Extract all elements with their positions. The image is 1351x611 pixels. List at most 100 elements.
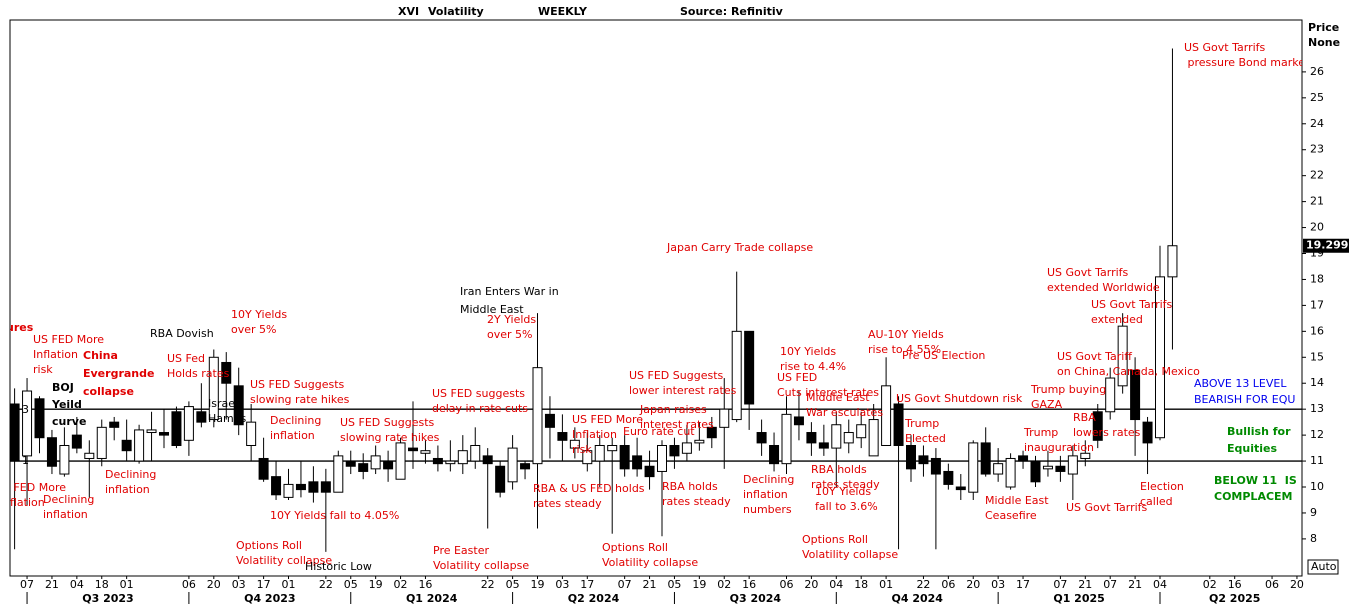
candle-body: [1105, 377, 1116, 413]
annotation: 3: [22, 403, 29, 416]
annotation: rise to 4.4%: [780, 360, 846, 373]
scale-button[interactable]: [1307, 559, 1339, 575]
annotation: inflation: [105, 483, 150, 496]
candle-body: [968, 442, 979, 493]
candle-body: [569, 439, 580, 449]
annotation: extended Worldwide: [1047, 281, 1160, 294]
candle-body: [918, 455, 929, 465]
candle-body: [233, 385, 244, 426]
annotation: over 5%: [487, 328, 532, 341]
annotation: rates steady: [533, 497, 602, 510]
candle-body: [1067, 455, 1078, 475]
annotation: Volatility collapse: [802, 548, 898, 561]
x-tick-label: 07: [618, 578, 632, 591]
candle-body: [408, 447, 418, 452]
annotation: Israel: [208, 397, 238, 410]
annotation: Hamas: [208, 412, 246, 425]
annotation: Election: [1140, 480, 1184, 493]
annotation: War esculates: [806, 406, 883, 419]
annotation: Ceasefire: [985, 509, 1037, 522]
candle-body: [183, 406, 194, 441]
candle-body: [607, 444, 618, 452]
candle-body: [495, 465, 506, 493]
annotation: COMPLACEM: [1214, 490, 1293, 503]
candle-body: [1030, 460, 1041, 483]
y-tick-label: 14: [1310, 376, 1324, 389]
candle-body: [22, 390, 33, 457]
annotation: RBA Dovish: [150, 327, 214, 340]
x-tick-label: 04: [1153, 578, 1167, 591]
annotation: lowers rates: [1073, 426, 1141, 439]
candle-body: [445, 460, 456, 465]
annotation: risk: [33, 363, 53, 376]
candle-body: [1080, 452, 1091, 459]
annotation: BOJ: [52, 381, 74, 394]
y-tick-label: 16: [1310, 324, 1324, 337]
annotation: rates steady: [662, 495, 731, 508]
annotation: US Govt Tariff: [1057, 350, 1132, 363]
x-tick-label: 03: [991, 578, 1005, 591]
candle-body: [731, 330, 742, 421]
candle-body: [694, 439, 705, 444]
candle-body: [594, 444, 605, 462]
candle-body: [457, 450, 468, 465]
annotation: inflation: [743, 488, 788, 501]
x-tick-label: 02: [1203, 578, 1217, 591]
candle-body: [59, 444, 70, 475]
x-tick-label: 16: [1228, 578, 1242, 591]
annotation: RBA holds: [662, 480, 718, 493]
scale-mode[interactable]: Auto: [1311, 560, 1337, 573]
x-tick-label: 21: [45, 578, 59, 591]
annotation: ABOVE 13 LEVEL: [1194, 377, 1287, 390]
x-tick-label: 05: [506, 578, 520, 591]
candle-body: [370, 455, 381, 470]
annotation: US Govt Tarrifs: [1047, 266, 1129, 279]
annotation: Euro rate cut: [623, 425, 695, 438]
candle-body: [96, 426, 107, 459]
candle-body: [121, 439, 132, 452]
candle-body: [930, 457, 941, 475]
candle-body: [333, 455, 344, 493]
annotation: delay in rate cuts: [432, 402, 528, 415]
annotation: US Govt Tarrifs: [1184, 41, 1266, 54]
candle-body: [619, 444, 630, 470]
annotation: Volatility collapse: [433, 559, 529, 572]
candle-body: [532, 367, 543, 465]
annotation: Iran Enters War in: [460, 285, 559, 298]
x-tick-label: 18: [95, 578, 109, 591]
annotation: Japan raises: [639, 403, 707, 416]
annotation: US Govt Tarrifs: [1066, 501, 1148, 514]
y-tick-label: 24: [1310, 117, 1324, 130]
x-tick-label: 21: [643, 578, 657, 591]
y-tick-label: 10: [1310, 480, 1324, 493]
y-tick-label: 18: [1310, 272, 1324, 285]
annotation: US FED More: [572, 413, 643, 426]
annotation: US Govt Tarrifs: [1091, 298, 1173, 311]
candle-body: [1130, 369, 1141, 421]
annotation: on China, Canada, Mexico: [1057, 365, 1200, 378]
annotation: fall to 3.6%: [815, 500, 878, 513]
annotation: interest rates: [640, 418, 714, 431]
annotation: Historic Low: [305, 560, 372, 573]
annotation: US FED Suggests: [340, 416, 435, 429]
annotation: China: [83, 349, 118, 362]
x-tick-label: 20: [207, 578, 221, 591]
annotation: rise to 4.55%: [868, 343, 941, 356]
x-tick-label: 07: [20, 578, 34, 591]
annotation: US FED: [777, 371, 817, 384]
candle-body: [109, 421, 120, 428]
x-tick-label: 22: [916, 578, 930, 591]
candle-body: [383, 460, 394, 470]
y-tick-label: 13: [1310, 402, 1324, 415]
x-tick-label: 22: [481, 578, 495, 591]
x-tick-label: 05: [344, 578, 358, 591]
candle-body: [10, 403, 20, 462]
candle-body: [980, 442, 991, 475]
candle-body: [520, 463, 531, 470]
quarter-label: Q4 2023: [244, 592, 295, 605]
y-tick-label: 23: [1310, 143, 1324, 156]
y-tick-label: 8: [1310, 532, 1317, 545]
candle-body: [320, 481, 331, 493]
